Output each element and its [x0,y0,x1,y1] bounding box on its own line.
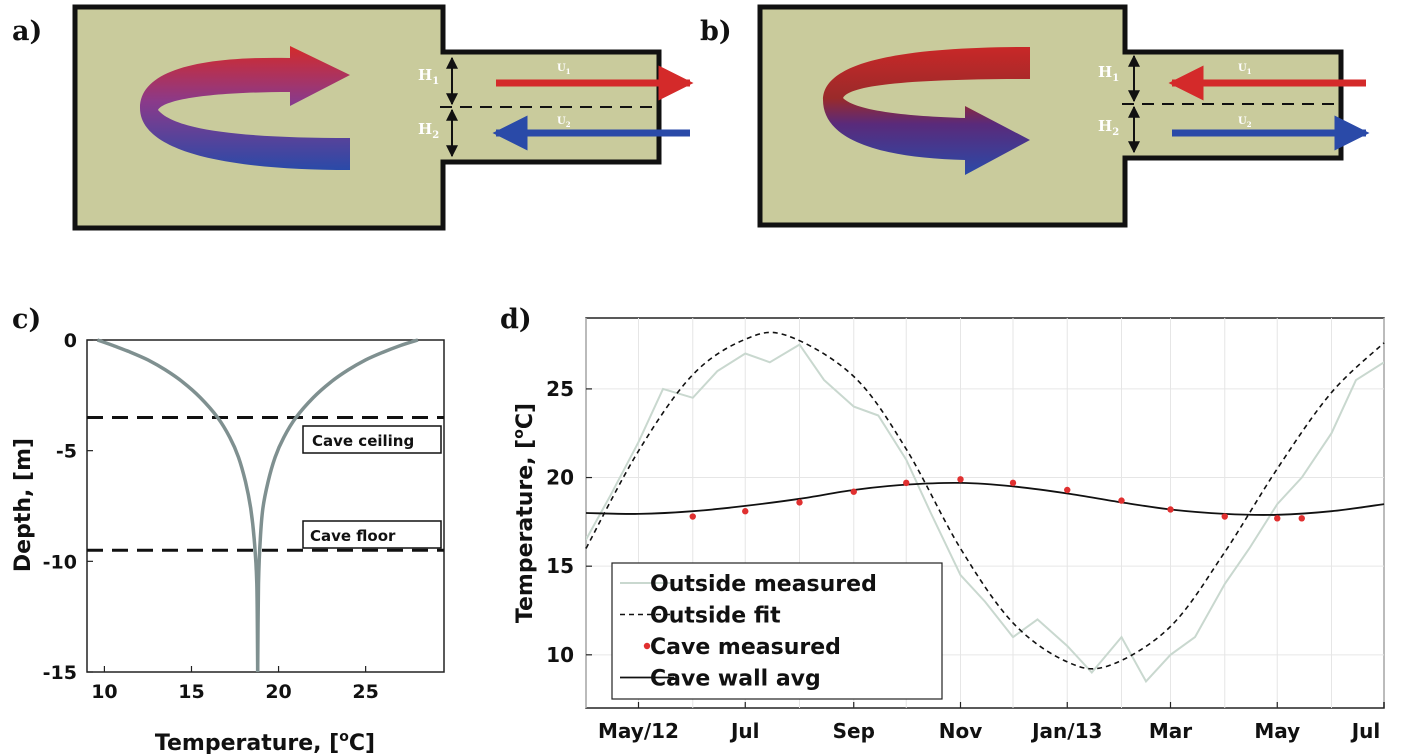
y-axis-title: Temperature, [oC] [511,403,538,623]
y-axis-title: Depth, [m] [11,438,36,572]
cave-measured-point [742,508,749,515]
depth-profile-line [96,338,260,673]
cave-measured-point [1167,506,1174,513]
legend-label: Outside measured [650,572,877,597]
x-tick-label: 25 [352,681,378,703]
cave-measured-point [1118,497,1125,504]
svg-text:H2: H2 [418,120,439,141]
depth-profile-curves [96,338,419,673]
svg-text:U2: U2 [1238,116,1252,129]
cave-measured-point [689,513,696,520]
legend-box [611,562,943,700]
svg-text:U1: U1 [1238,63,1252,76]
svg-text:H1: H1 [418,66,439,87]
x-tick-label: 15 [178,681,204,703]
cave-measured-point [957,476,964,483]
y-tick-label: 10 [546,643,574,667]
cave-measured-point [850,488,857,495]
x-tick-label: Jul [1350,719,1381,743]
depth-profile-line [255,338,419,673]
cave-floor-annotation: Cave floor [302,520,442,549]
x-tick-label: May/12 [598,719,679,743]
svg-text:U2: U2 [557,116,571,129]
u2-subscript: 2 [566,120,571,129]
axis-ticks: May/12 Jul Sep Nov Jan/13 Mar May Jul 10 15 20 25 [546,377,1385,743]
cave-measured-point [1274,515,1281,522]
x-tick-label: Nov [939,719,983,743]
h1-label: H [418,66,432,84]
h2-subscript: 2 [1112,127,1119,138]
panel-a-diagram: a) H1 H2 U1 U2 [12,4,694,231]
legend-label: Cave wall avg [650,667,821,692]
svg-text:U1: U1 [557,63,571,76]
panel-c-chart: c) 10 15 20 25 0 -5 -10 -15 Cave ceiling Cave f… [11,304,445,754]
u1-label: U [557,63,566,74]
u2-label: U [1238,116,1247,127]
circulation-arrow [823,47,1030,175]
y-tick-label: -5 [56,441,77,463]
outside-measured-line [585,343,1385,684]
legend-label: Cave measured [650,635,841,660]
panel-c-label: c) [12,304,41,335]
u1-subscript: 1 [1247,67,1252,76]
cave-measured-point [1221,513,1228,520]
panel-a-label: a) [12,16,42,47]
x-axis-title: Temperature, [oC] [155,729,375,754]
h2-subscript: 2 [432,130,439,141]
cave-measured-point [1009,479,1017,487]
legend-label: Outside fit [650,604,781,629]
h2-label: H [1098,117,1112,135]
u1-label: U [1238,63,1247,74]
cave-wall-avg-line [585,481,1385,516]
cave-floor-label: Cave floor [310,527,396,545]
legend-swatch [643,642,651,650]
x-tick-label: Mar [1149,719,1192,743]
y-tick-label: -10 [43,551,77,573]
y-tick-label: 20 [546,466,574,490]
y-tick-label: 25 [546,377,574,401]
u2-subscript: 2 [1247,120,1252,129]
cave-measured-point [903,479,910,487]
x-tick-label: Sep [833,719,875,743]
panel-b-label: b) [700,16,732,47]
y-tick-label: 0 [64,330,77,352]
chart-series [585,331,1385,684]
panel-b-diagram: b) H1 H2 U1 U2 [700,4,1370,228]
cave-measured-point [1064,486,1071,494]
x-tick-label: May [1254,719,1300,743]
svg-text:H1: H1 [1098,63,1119,84]
h1-subscript: 1 [432,76,439,87]
cave-ceiling-label: Cave ceiling [312,432,414,450]
y-tick-label: -15 [43,662,77,684]
u1-subscript: 1 [566,67,571,76]
h2-label: H [418,120,432,138]
panel-d-chart: d) May/12 Jul Sep Nov Jan/13 Mar May Jul 10 15 20 2… [500,304,1385,743]
cave-ceiling-annotation: Cave ceiling [302,425,442,454]
cave-measured-point [796,499,803,506]
u2-label: U [557,116,566,127]
x-tick-label: 20 [265,681,291,703]
x-tick-label: 10 [91,681,117,703]
y-tick-label: 15 [546,554,574,578]
svg-text:H2: H2 [1098,117,1119,138]
circulation-arrow [140,46,350,170]
x-tick-label: Jan/13 [1030,719,1102,743]
plot-frame [86,339,445,673]
h1-subscript: 1 [1112,73,1119,84]
h1-label: H [1098,63,1112,81]
cave-measured-point [1298,515,1305,522]
panel-d-label: d) [500,304,532,335]
reference-lines [87,415,444,552]
axis-ticks: 10 15 20 25 0 -5 -10 -15 [43,330,379,703]
legend: Outside measured Outside fit Cave measured… [611,562,943,700]
outside-fit-line [585,331,1385,670]
x-tick-label: Jul [729,719,760,743]
